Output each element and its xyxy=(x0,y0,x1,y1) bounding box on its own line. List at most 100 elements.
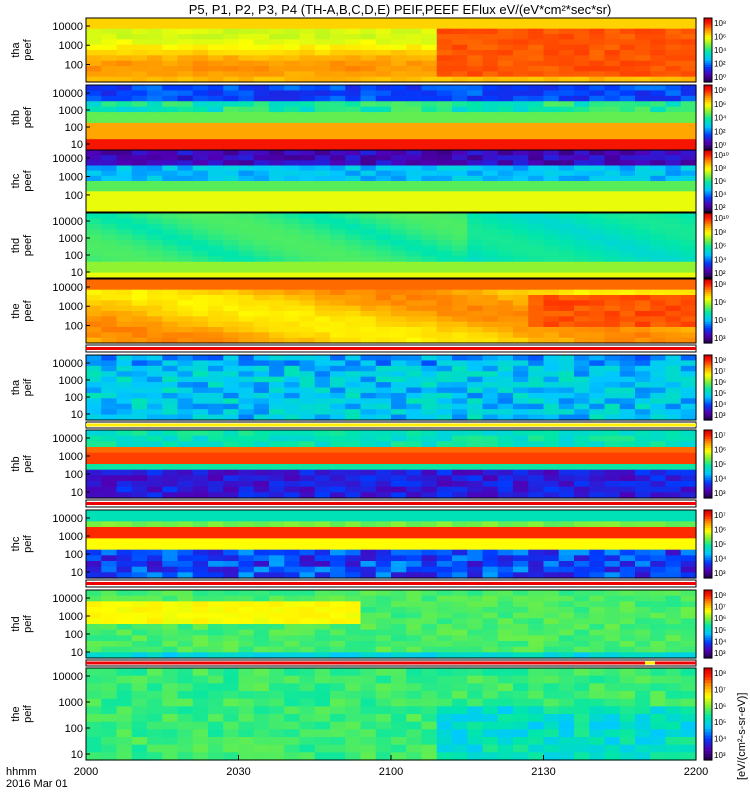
heatmap-cell xyxy=(162,533,178,539)
heatmap-cell xyxy=(452,256,468,262)
heatmap-cell xyxy=(269,55,285,61)
heatmap-cell xyxy=(528,458,544,464)
heatmap-cell xyxy=(132,630,148,636)
heatmap-cell xyxy=(681,516,697,522)
heatmap-cell xyxy=(544,561,560,567)
heatmap-cell xyxy=(620,533,636,539)
panel-product-label: peef xyxy=(22,234,34,256)
heatmap-cell xyxy=(178,453,194,459)
heatmap-cell xyxy=(345,101,361,107)
heatmap-cell xyxy=(650,332,666,338)
heatmap-cell xyxy=(178,166,194,172)
heatmap-cell xyxy=(117,393,133,399)
heatmap-cell xyxy=(376,90,392,96)
heatmap-cell xyxy=(483,366,499,372)
heatmap-cell xyxy=(620,510,636,516)
heatmap-cell xyxy=(483,128,499,134)
heatmap-cell xyxy=(437,166,453,172)
heatmap-cell xyxy=(284,101,300,107)
heatmap-cell xyxy=(406,123,422,129)
heatmap-cell xyxy=(162,706,178,714)
heatmap-cell xyxy=(605,176,621,182)
heatmap-cell xyxy=(681,630,697,636)
heatmap-cell xyxy=(574,464,590,470)
heatmap-cell xyxy=(452,544,468,550)
heatmap-cell xyxy=(574,538,590,544)
heatmap-cell xyxy=(223,533,239,539)
heatmap-cell xyxy=(239,55,255,61)
heatmap-cell xyxy=(376,538,392,544)
heatmap-cell xyxy=(345,197,361,203)
heatmap-cell xyxy=(483,166,499,172)
heatmap-cell xyxy=(147,306,163,312)
heatmap-cell xyxy=(208,50,224,56)
heatmap-cell xyxy=(681,45,697,51)
heatmap-cell xyxy=(239,123,255,129)
heatmap-cell xyxy=(513,160,529,166)
heatmap-cell xyxy=(574,516,590,522)
heatmap-cell xyxy=(284,441,300,447)
heatmap-cell xyxy=(269,150,285,156)
heatmap-cell xyxy=(269,290,285,296)
heatmap-cell xyxy=(193,550,209,556)
heatmap-cell xyxy=(223,197,239,203)
heatmap-cell xyxy=(178,55,194,61)
heatmap-cell xyxy=(650,66,666,72)
heatmap-cell xyxy=(300,441,316,447)
heatmap-cell xyxy=(574,39,590,45)
heatmap-cell xyxy=(406,85,422,91)
heatmap-cell xyxy=(101,527,117,533)
heatmap-cell xyxy=(513,470,529,476)
heatmap-cell xyxy=(513,279,529,285)
heatmap-cell xyxy=(544,66,560,72)
heatmap-cell xyxy=(330,355,346,361)
heatmap-cell xyxy=(300,123,316,129)
heatmap-cell xyxy=(406,630,422,636)
heatmap-cell xyxy=(467,404,483,410)
heatmap-cell xyxy=(208,327,224,333)
heatmap-cell xyxy=(544,284,560,290)
heatmap-cell xyxy=(315,128,331,134)
heatmap-cell xyxy=(254,224,270,230)
heatmap-cell xyxy=(284,430,300,436)
heatmap-cell xyxy=(589,311,605,317)
heatmap-cell xyxy=(361,382,377,388)
heatmap-cell xyxy=(681,181,697,187)
heatmap-cell xyxy=(498,544,514,550)
heatmap-cell xyxy=(422,290,438,296)
heatmap-cell xyxy=(223,50,239,56)
heatmap-cell xyxy=(513,251,529,257)
heatmap-cell xyxy=(269,360,285,366)
heatmap-cell xyxy=(239,96,255,102)
heatmap-cell xyxy=(223,123,239,129)
heatmap-cell xyxy=(467,61,483,67)
heatmap-cell xyxy=(132,377,148,383)
heatmap-cell xyxy=(147,18,163,24)
heatmap-cell xyxy=(605,624,621,630)
heatmap-cell xyxy=(117,430,133,436)
heatmap-cell xyxy=(330,306,346,312)
heatmap-cell xyxy=(239,555,255,561)
heatmap-cell xyxy=(254,355,270,361)
heatmap-cell xyxy=(650,279,666,285)
heatmap-cell xyxy=(162,521,178,527)
heatmap-cell xyxy=(147,404,163,410)
heatmap-cell xyxy=(528,550,544,556)
heatmap-cell xyxy=(101,430,117,436)
heatmap-cell xyxy=(269,706,285,714)
heatmap-cell xyxy=(437,388,453,394)
heatmap-cell xyxy=(650,240,666,246)
heatmap-cell xyxy=(162,107,178,113)
heatmap-cell xyxy=(208,123,224,129)
heatmap-cell xyxy=(452,262,468,268)
heatmap-cell xyxy=(513,430,529,436)
colorbar-tick-label: 10⁶ xyxy=(714,446,726,455)
heatmap-cell xyxy=(86,34,102,40)
heatmap-cell xyxy=(284,284,300,290)
heatmap-cell xyxy=(559,218,575,224)
heatmap-cell xyxy=(132,699,148,707)
heatmap-cell xyxy=(269,23,285,29)
heatmap-cell xyxy=(650,322,666,328)
heatmap-cell xyxy=(650,306,666,312)
